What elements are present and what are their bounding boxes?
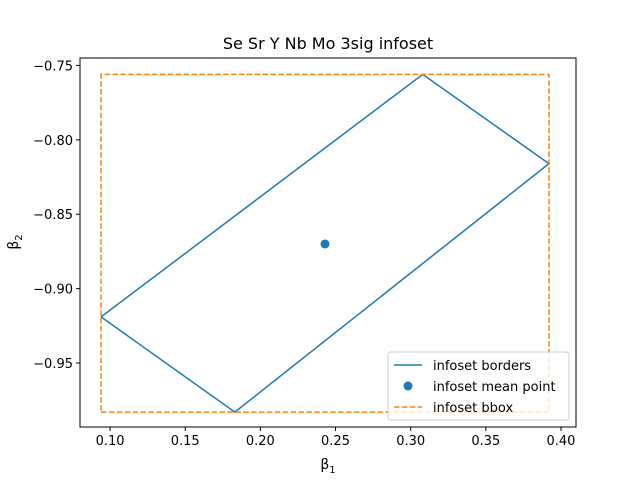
legend-box — [387, 351, 570, 421]
y-tick-label: −0.80 — [33, 134, 73, 149]
legend-label-borders: infoset borders — [433, 359, 531, 374]
x-tick-label: 0.15 — [171, 434, 200, 449]
y-tick-label: −0.90 — [33, 283, 73, 298]
x-tick-label: 0.30 — [396, 434, 425, 449]
y-tick-label: −0.85 — [33, 208, 73, 223]
y-axis-label: β2 — [6, 234, 25, 249]
infoset-bbox-line — [100, 73, 550, 413]
x-tick-label: 0.40 — [546, 434, 575, 449]
legend: infoset borders infoset mean point infos… — [387, 351, 570, 421]
legend-label-mean: infoset mean point — [433, 380, 556, 395]
x-tick-label: 0.20 — [246, 434, 275, 449]
plot-area — [100, 73, 551, 414]
x-axis-label: β1 — [320, 457, 335, 476]
x-tick-label: 0.25 — [321, 434, 350, 449]
x-tick-label: 0.35 — [471, 434, 500, 449]
axes-frame — [79, 57, 577, 428]
axis-ticks: 0.10 0.15 0.20 0.25 0.30 0.35 0.40 −0.95 −0.90 −0… — [33, 59, 575, 449]
y-tick-label: −0.95 — [33, 357, 73, 372]
legend-handle-mean — [403, 381, 413, 391]
x-tick-label: 0.10 — [96, 434, 125, 449]
legend-label-bbox: infoset bbox — [433, 401, 513, 416]
y-tick-label: −0.75 — [33, 59, 73, 74]
infoset-mean-point-point-0 — [320, 239, 330, 249]
chart-title: Se Sr Y Nb Mo 3sig infoset — [223, 34, 433, 53]
